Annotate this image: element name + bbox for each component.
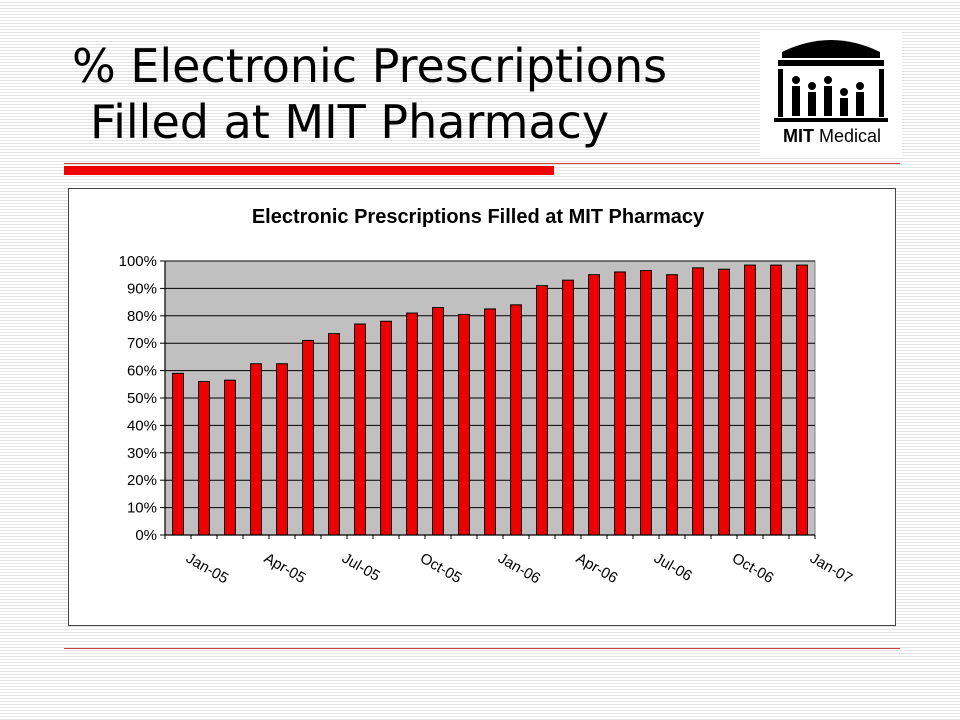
logo-word-mit: MIT: [782, 126, 814, 146]
bar: [406, 312, 418, 536]
bar: [458, 313, 470, 536]
x-tick-label: Jan-05: [183, 550, 231, 588]
bar: [484, 308, 496, 536]
y-tick-label: 20%: [127, 472, 157, 489]
bar: [770, 264, 782, 536]
bar: [432, 307, 444, 536]
x-tick-label: Jan-06: [495, 550, 543, 588]
bar-chart: Electronic Prescriptions Filled at MIT P…: [119, 206, 856, 588]
y-tick-label: 60%: [127, 363, 157, 380]
x-tick-label: Oct-06: [729, 550, 776, 587]
bar: [536, 285, 548, 536]
y-tick-label: 80%: [127, 308, 157, 325]
slide-title-line1: % Electronic Prescriptions: [72, 39, 668, 93]
x-tick-label: Jul-05: [339, 550, 383, 585]
x-tick-label: Apr-05: [261, 550, 308, 587]
bar: [172, 372, 184, 536]
bar: [718, 268, 730, 536]
y-tick-label: 40%: [127, 417, 157, 434]
mit-medical-logo-icon: [774, 40, 888, 122]
bar: [250, 363, 262, 536]
header-divider-line: [64, 163, 900, 164]
bar: [276, 363, 288, 536]
bar: [796, 264, 808, 536]
logo-wordmark: MIT Medical: [770, 126, 894, 147]
x-tick-label: Jan-07: [807, 550, 855, 588]
mit-medical-logo: MIT Medical: [760, 30, 902, 158]
bar: [666, 274, 678, 536]
x-tick-label: Jul-06: [651, 550, 695, 585]
y-tick-label: 100%: [119, 253, 157, 270]
bar: [198, 381, 210, 536]
bar: [588, 274, 600, 536]
bar: [510, 304, 522, 536]
y-tick-label: 70%: [127, 335, 157, 352]
bar: [640, 270, 652, 536]
logo-word-medical: Medical: [818, 126, 882, 146]
chart-frame: Electronic Prescriptions Filled at MIT P…: [68, 188, 896, 626]
bar: [692, 267, 704, 536]
bar: [614, 271, 626, 536]
bar: [302, 339, 314, 536]
y-tick-label: 10%: [127, 500, 157, 517]
y-tick-label: 30%: [127, 445, 157, 462]
x-tick-label: Oct-05: [417, 550, 464, 587]
chart-title: Electronic Prescriptions Filled at MIT P…: [252, 206, 705, 228]
y-tick-label: 50%: [127, 390, 157, 407]
y-tick-label: 90%: [127, 280, 157, 297]
bar: [744, 264, 756, 536]
x-tick-label: Apr-06: [573, 550, 620, 587]
bar: [328, 333, 340, 536]
bar: [380, 320, 392, 536]
footer-divider-line: [64, 648, 900, 649]
bar: [562, 279, 574, 536]
bar: [354, 323, 366, 536]
slide-title: % Electronic Prescriptions Filled at MIT…: [72, 38, 762, 150]
y-tick-label: 0%: [135, 527, 157, 544]
header-accent-bar: [64, 166, 554, 175]
bar: [224, 379, 236, 536]
slide-title-line2: Filled at MIT Pharmacy: [90, 95, 610, 149]
